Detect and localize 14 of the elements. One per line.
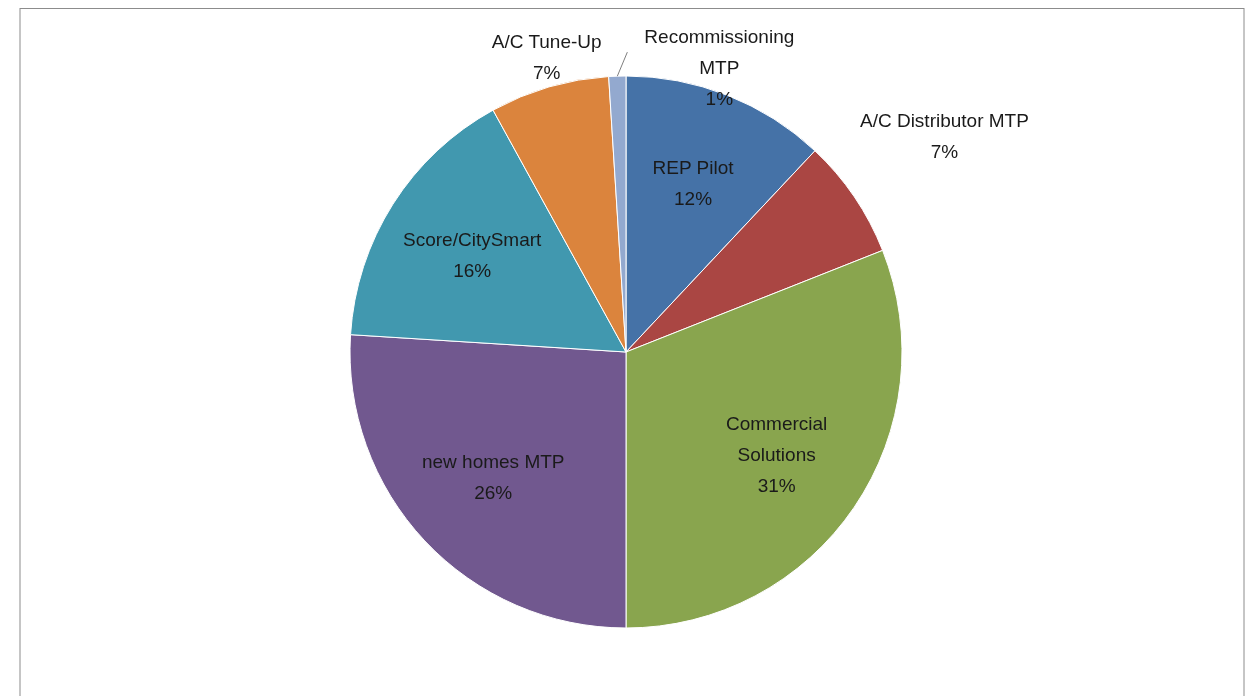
slice-label: Recommissioning MTP xyxy=(644,26,795,79)
data-label: 7% xyxy=(930,141,959,163)
slice-label: REP Pilot xyxy=(652,156,735,178)
slice-label: new homes MTP xyxy=(421,450,565,472)
slice-label: A/C Tune-Up xyxy=(491,31,602,53)
data-label: 31% xyxy=(757,475,796,497)
slice-label: Commercial Solutions xyxy=(725,413,828,466)
slice-label: Score/CitySmart xyxy=(403,228,543,250)
slice-label: A/C Distributor MTP xyxy=(859,110,1029,132)
data-label: 16% xyxy=(453,259,492,281)
data-label: 1% xyxy=(705,88,734,110)
data-label: 26% xyxy=(474,481,513,503)
data-label: 12% xyxy=(674,187,713,209)
data-label: 7% xyxy=(532,62,561,84)
